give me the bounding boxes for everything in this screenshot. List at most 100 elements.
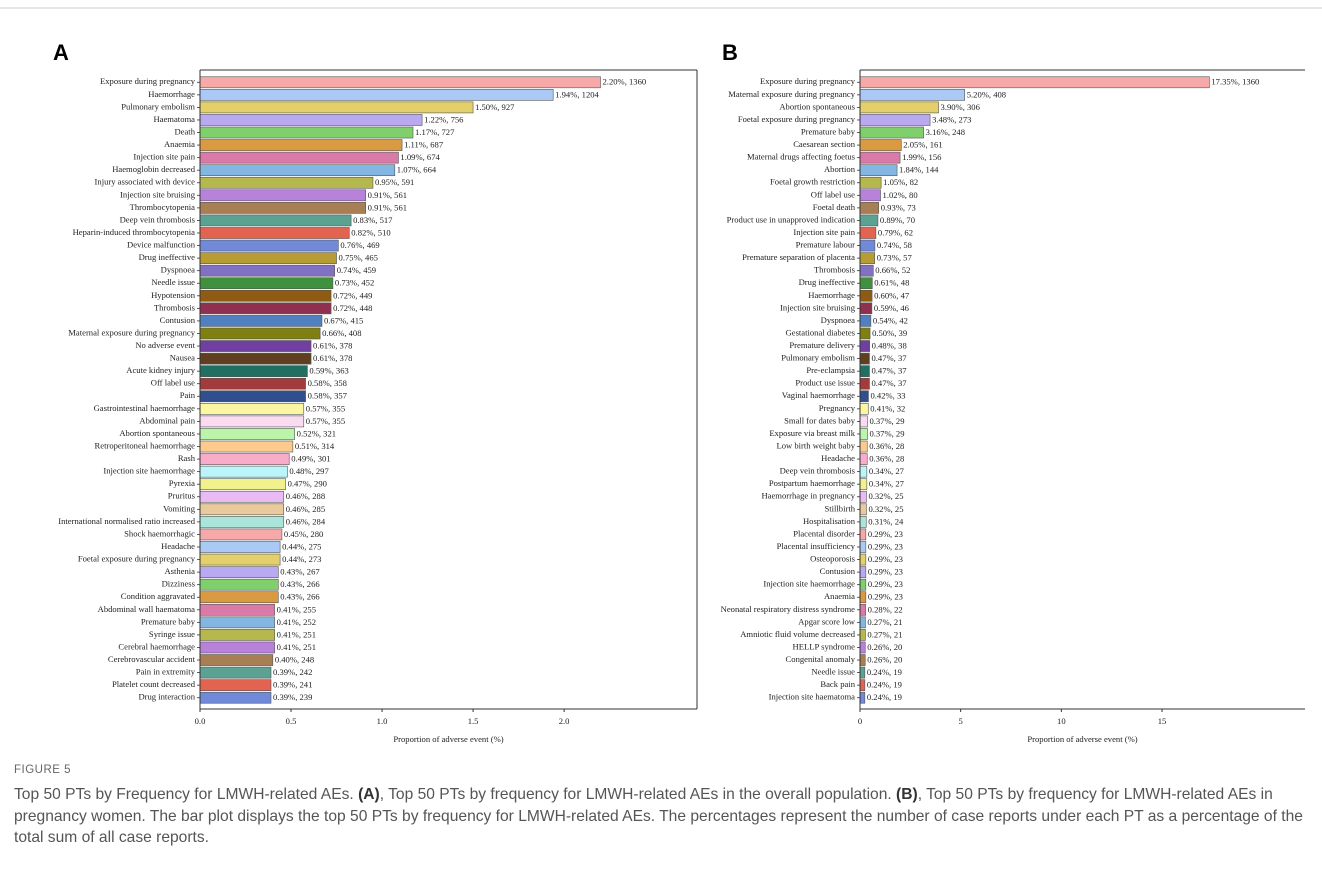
y-tick-label: Headache [821,453,855,463]
y-tick-label: Off label use [811,189,855,199]
value-label: 0.29%, 23 [868,529,903,539]
bar [199,603,275,616]
bar [859,252,875,264]
y-tick-label: Syringe issue [149,629,195,639]
bar [859,289,873,302]
y-tick-label: Pulmonary embolism [121,101,195,111]
y-tick-label: Premature delivery [789,340,855,350]
bar [859,139,902,151]
value-label: 0.39%, 241 [273,680,312,690]
y-tick-label: Low birth weight baby [776,440,855,450]
y-tick-label: Abdominal pain [139,415,195,425]
y-tick-label: Exposure during pregnancy [760,76,856,86]
value-label: 2.20%, 1360 [603,77,647,87]
bar [859,239,876,252]
value-label: 0.91%, 561 [368,190,407,200]
bar [859,440,868,453]
y-tick-label: Heparin-induced thrombocytopenia [73,227,196,237]
bar [199,440,294,453]
y-tick-label: Thrombocytopenia [130,202,196,212]
value-label: 0.29%, 23 [868,592,903,602]
bar [859,327,871,340]
value-label: 0.29%, 23 [868,567,903,577]
bar [199,89,554,101]
bar [199,503,285,516]
value-label: 0.61%, 378 [313,341,352,351]
y-tick-label: Injection site bruising [780,302,856,312]
y-tick-label: Abortion [824,164,856,174]
value-label: 0.45%, 280 [284,529,323,539]
y-tick-label: Placental insufficiency [777,541,856,551]
y-tick-label: Haemoglobin decreased [112,164,196,174]
y-tick-label: Exposure via breast milk [769,428,855,438]
y-tick-label: Foetal exposure during pregnancy [78,554,196,564]
value-label: 0.41%, 252 [277,617,316,627]
value-label: 0.83%, 517 [353,215,393,225]
y-tick-label: Needle issue [811,667,855,677]
bar [859,340,870,352]
y-tick-label: Vaginal haemorrhage [782,390,855,400]
bar [199,528,283,541]
y-tick-label: Abortion spontaneous [779,101,855,111]
value-label: 0.42%, 33 [870,391,905,401]
bar [859,365,870,377]
value-label: 0.79%, 62 [878,227,913,237]
bar [859,302,873,315]
value-label: 17.35%, 1360 [1211,77,1259,87]
y-tick-label: Haemorrhage [148,89,195,99]
y-tick-label: Cerebrovascular accident [108,654,196,664]
value-label: 0.46%, 288 [286,491,325,501]
y-tick-label: Injection site haemorrhage [103,466,195,476]
value-label: 0.32%, 25 [868,491,903,501]
bar [199,164,396,177]
value-label: 5.20%, 408 [967,89,1006,99]
y-tick-label: Haemorrhage in pregnancy [761,491,855,501]
y-tick-label: Premature labour [796,240,856,250]
value-label: 0.40%, 248 [275,655,314,665]
x-tick-label: 0.5 [286,716,297,726]
value-label: 0.54%, 42 [873,315,908,325]
value-label: 1.84%, 144 [899,165,939,175]
y-tick-label: Shock haemorrhagic [124,528,195,538]
value-label: 0.52%, 321 [297,428,336,438]
y-tick-label: Product use in unapproved indication [727,214,856,224]
value-label: 0.60%, 47 [874,290,910,300]
value-label: 0.27%, 21 [867,629,902,639]
y-tick-label: Congenital anomaly [786,654,856,664]
value-label: 0.44%, 275 [282,541,321,551]
value-label: 0.32%, 25 [868,504,903,514]
bar [199,76,601,89]
bar [199,666,272,679]
bar [199,616,275,629]
value-label: 3.16%, 248 [926,127,965,137]
y-tick-label: Neonatal respiratory distress syndrome [721,604,856,614]
value-label: 0.51%, 314 [295,441,335,451]
bar [859,679,866,691]
value-label: 1.22%, 756 [424,114,464,124]
value-label: 0.37%, 29 [869,428,904,438]
value-label: 0.27%, 21 [867,617,902,627]
bar [199,591,279,604]
y-tick-label: Anaemia [824,591,855,601]
value-label: 0.89%, 70 [880,215,915,225]
value-label: 3.48%, 273 [932,114,971,124]
bar [859,478,868,491]
caption-segment: , Top 50 PTs by frequency for LMWH-relat… [379,786,897,803]
y-tick-label: Death [174,126,195,136]
value-label: 0.24%, 19 [867,680,902,690]
bar [199,553,281,566]
value-label: 0.61%, 48 [874,278,909,288]
value-label: 0.47%, 37 [871,353,907,363]
value-label: 0.29%, 23 [868,554,903,564]
y-tick-label: Drug ineffective [799,277,856,287]
bar [859,415,868,428]
bar [859,76,1210,89]
bar [859,666,866,679]
value-label: 0.29%, 23 [868,541,903,551]
y-tick-label: Small for dates baby [784,415,856,425]
bar [859,654,866,666]
y-tick-label: Injection site pain [133,152,195,162]
value-label: 0.34%, 27 [869,466,905,476]
bar [859,315,872,327]
